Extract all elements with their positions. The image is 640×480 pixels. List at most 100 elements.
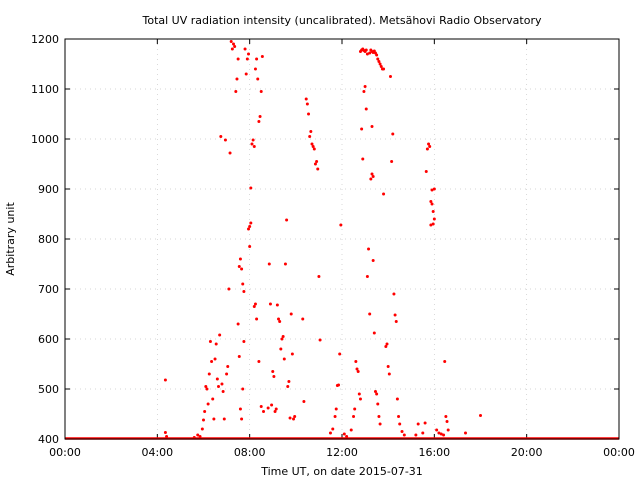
data-point bbox=[416, 422, 420, 426]
data-point bbox=[237, 265, 241, 268]
data-point bbox=[443, 360, 447, 363]
data-point bbox=[252, 145, 256, 148]
x-tick-label: 08:00 bbox=[234, 446, 266, 459]
y-tick-label: 800 bbox=[38, 233, 59, 246]
data-point bbox=[232, 42, 236, 46]
plot-frame bbox=[64, 38, 620, 440]
data-point bbox=[238, 257, 242, 261]
data-point bbox=[339, 223, 343, 227]
data-point bbox=[393, 313, 397, 317]
data-point bbox=[270, 403, 274, 407]
data-point bbox=[272, 375, 276, 378]
data-point bbox=[226, 365, 230, 368]
data-point bbox=[394, 320, 398, 323]
data-point bbox=[230, 47, 234, 51]
data-point bbox=[163, 431, 167, 434]
data-point bbox=[430, 188, 434, 192]
y-tick-label: 1000 bbox=[31, 133, 59, 146]
data-point bbox=[338, 352, 342, 356]
data-point bbox=[313, 162, 317, 166]
data-point bbox=[205, 387, 209, 391]
data-point bbox=[192, 436, 196, 439]
data-point bbox=[225, 372, 229, 376]
data-point bbox=[240, 267, 244, 271]
data-point bbox=[198, 435, 202, 438]
data-point bbox=[368, 312, 372, 316]
data-point bbox=[233, 45, 237, 48]
data-point bbox=[257, 120, 261, 123]
data-point bbox=[364, 107, 368, 111]
data-point bbox=[357, 392, 361, 396]
data-point bbox=[353, 407, 357, 411]
data-point bbox=[242, 340, 246, 343]
data-point bbox=[219, 135, 223, 138]
data-point bbox=[221, 390, 225, 393]
data-point bbox=[266, 406, 270, 410]
data-point bbox=[208, 340, 212, 343]
data-point bbox=[210, 360, 214, 363]
data-point bbox=[355, 367, 359, 371]
data-point bbox=[358, 397, 362, 401]
data-point bbox=[215, 377, 219, 381]
data-point bbox=[204, 385, 208, 388]
data-point bbox=[196, 433, 200, 437]
data-point bbox=[259, 405, 263, 408]
data-point bbox=[342, 432, 346, 436]
data-point bbox=[446, 428, 450, 432]
y-tick-label: 1100 bbox=[31, 83, 59, 96]
data-point bbox=[258, 115, 262, 118]
data-point bbox=[352, 415, 356, 418]
data-point bbox=[257, 360, 261, 363]
data-point bbox=[427, 142, 431, 146]
data-point bbox=[310, 142, 314, 146]
data-point bbox=[237, 355, 241, 358]
data-point bbox=[287, 380, 291, 383]
data-point bbox=[200, 427, 204, 431]
data-point bbox=[253, 302, 257, 306]
data-point bbox=[165, 435, 169, 438]
data-point bbox=[463, 431, 467, 435]
data-point bbox=[260, 55, 264, 58]
axis-ticks: 400 500 600 700 800 900 1000 1100 1200 00:00 04:00… bbox=[31, 33, 635, 459]
data-point bbox=[377, 415, 381, 418]
data-point bbox=[228, 151, 232, 155]
data-point bbox=[255, 57, 259, 61]
data-point bbox=[218, 333, 222, 337]
data-point bbox=[250, 142, 254, 146]
data-point bbox=[267, 262, 271, 266]
data-point bbox=[207, 372, 211, 376]
data-point bbox=[249, 186, 253, 190]
y-tick-label: 900 bbox=[38, 183, 59, 196]
data-point bbox=[373, 390, 377, 393]
data-point bbox=[333, 415, 337, 418]
data-point bbox=[316, 167, 320, 171]
data-point bbox=[251, 138, 255, 142]
data-point bbox=[283, 262, 287, 266]
data-point bbox=[247, 52, 251, 56]
data-point bbox=[439, 432, 443, 436]
x-tick-label: 00:00 bbox=[49, 446, 81, 459]
data-point bbox=[388, 75, 392, 78]
y-tick-label: 700 bbox=[38, 283, 59, 296]
data-point bbox=[302, 400, 306, 403]
data-point bbox=[305, 102, 309, 106]
data-point bbox=[255, 317, 259, 321]
data-point bbox=[414, 433, 418, 437]
data-point bbox=[275, 303, 279, 307]
data-point bbox=[429, 223, 433, 227]
data-point bbox=[278, 320, 282, 323]
y-axis-label: Arbitrary unit bbox=[4, 202, 17, 276]
data-point bbox=[220, 382, 224, 386]
data-point bbox=[256, 77, 260, 81]
data-point bbox=[241, 282, 245, 286]
x-tick-label: 16:00 bbox=[418, 446, 450, 459]
data-point bbox=[384, 345, 388, 348]
data-point bbox=[432, 187, 436, 191]
data-point bbox=[206, 402, 210, 406]
data-point bbox=[370, 172, 374, 176]
data-point bbox=[244, 72, 248, 76]
data-point bbox=[277, 317, 281, 321]
data-point bbox=[375, 53, 379, 57]
data-point bbox=[356, 370, 360, 373]
